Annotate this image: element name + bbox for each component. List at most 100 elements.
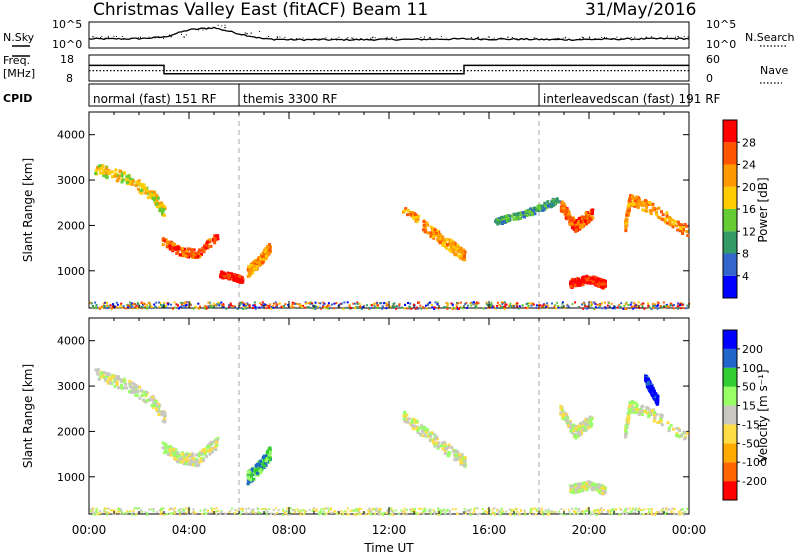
scatter-cell [252,477,256,481]
near-range-cell [486,303,488,306]
scatter-cell [586,216,590,220]
near-range-cell [135,513,138,516]
near-range-cell [445,510,448,513]
scatter-cell [455,458,459,462]
noise-ytick-right-bottom: 10^0 [706,38,736,51]
near-range-cell [217,509,220,512]
near-range-cell [369,509,372,512]
near-range-cell [185,507,188,510]
near-range-cell [162,513,165,516]
scatter-cell [411,418,414,422]
scatter-cell [529,207,532,211]
scatter-cell [101,164,105,168]
near-range-cell [512,509,515,512]
scatter-cell [574,219,578,222]
scatter-cell [639,203,643,207]
scatter-cell [198,452,202,456]
near-range-cell [270,305,273,308]
scatter-cell [142,398,145,402]
near-range-cell [285,513,288,516]
near-range-cell [314,307,317,310]
near-range-cell [368,306,371,309]
scatter-cell [446,238,450,242]
near-range-cell [251,511,254,514]
near-range-cell [245,307,248,310]
colorbar-tick-label: -100 [742,456,767,469]
ytick-label: 1000 [57,265,85,278]
near-range-cell [109,509,112,512]
near-range-cell [210,304,213,307]
near-range-cell [269,303,272,306]
near-range-cell [378,507,381,510]
scatter-cell [214,234,218,238]
scatter-cell [592,487,596,491]
near-range-cell [667,305,670,308]
scatter-cell [624,432,628,436]
near-range-cell [685,307,688,310]
near-range-cell [160,510,162,513]
scatter-cell [505,217,509,221]
near-range-cell [427,304,429,306]
near-range-cell [122,305,125,308]
scatter-cell [502,220,506,224]
near-range-cell [267,508,270,511]
scatter-cell [135,393,139,397]
near-range-cell [333,302,336,305]
nsearch-point [371,37,373,39]
near-range-cell [231,507,233,510]
scatter-cell [664,220,668,224]
scatter-cell [156,196,160,200]
scatter-cell [216,237,220,241]
near-range-cell [511,304,514,307]
scatter-cell [254,473,258,477]
scatter-cell [170,242,174,246]
scatter-cell [683,437,687,441]
near-range-cell [103,510,105,513]
near-range-cell [166,302,169,305]
scatter-cell [429,439,433,443]
near-range-cell [259,511,262,514]
colorbar-swatch [723,481,737,500]
scatter-cell [671,225,675,229]
nsearch-point [414,38,416,40]
near-range-cell [376,302,379,305]
scatter-cell [153,199,157,202]
near-range-cell [679,303,682,306]
near-range-cell [667,508,670,511]
near-range-cell [572,513,575,516]
scatter-cell [141,390,145,394]
near-range-cell [389,305,392,308]
noise-ytick-left-bottom: 10^0 [52,38,82,51]
scatter-cell [168,449,172,453]
nsearch-point [302,37,304,39]
near-range-cell [132,509,135,512]
scatter-cell [143,187,147,191]
near-range-cell [586,507,589,510]
cpid-label: CPID [3,92,32,105]
nsearch-point [576,39,578,41]
near-range-cell [409,508,412,511]
near-range-cell [254,511,257,514]
scatter-cell [633,204,637,208]
scatter-cell [258,263,262,267]
near-range-cell [218,304,221,307]
scatter-cell [187,459,191,463]
scatter-cell [201,249,205,253]
scatter-cell [568,215,572,219]
near-range-cell [339,512,341,515]
near-range-cell [509,306,512,309]
nsearch-point [246,33,248,35]
near-range-cell [654,513,656,516]
near-range-cell [493,512,496,515]
near-range-cell [592,307,595,310]
near-range-cell [141,510,143,513]
near-range-cell [281,513,284,516]
near-range-cell [482,307,485,310]
scatter-cell [252,267,256,271]
scatter-cell [216,234,220,238]
scatter-cell [655,400,659,404]
near-range-cell [419,304,422,307]
colorbar-swatch [723,275,737,298]
scatter-cell [125,181,129,184]
near-range-cell [672,304,675,306]
